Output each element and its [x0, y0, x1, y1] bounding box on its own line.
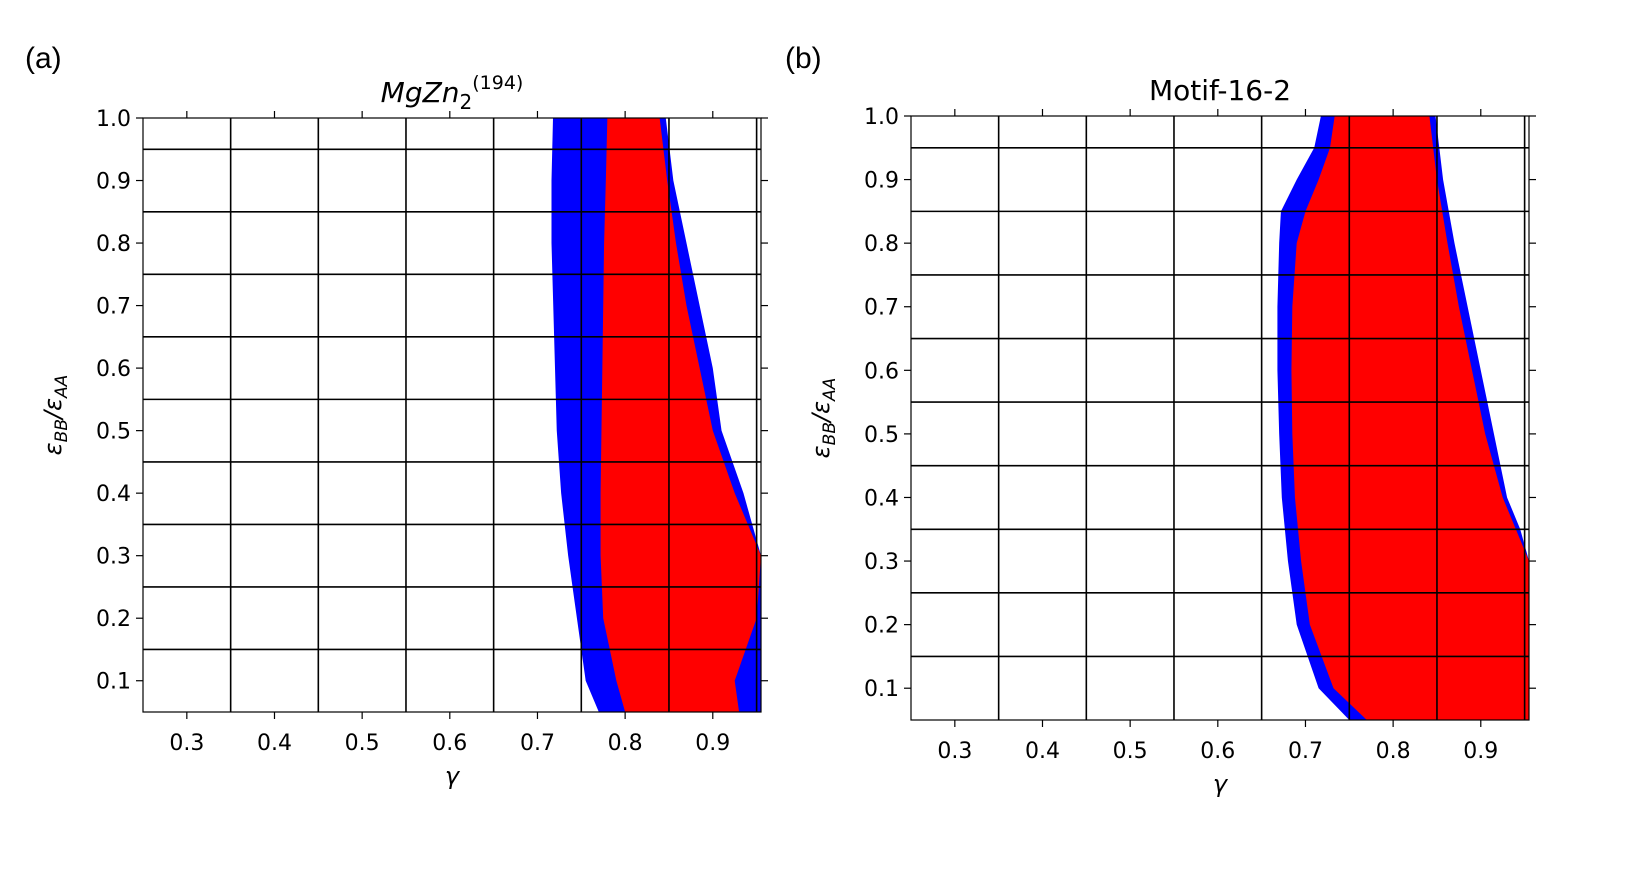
plot-area [143, 118, 761, 712]
x-tick-label: 0.8 [608, 731, 643, 756]
y-tick-label: 0.4 [96, 482, 131, 507]
y-tick-label: 0.4 [864, 486, 899, 511]
y-axis-label: εBB/εAA [39, 375, 72, 456]
x-tick-label: 0.4 [257, 731, 292, 756]
x-tick-label: 0.7 [1288, 739, 1323, 764]
y-tick-label: 0.3 [864, 550, 899, 575]
x-tick-label: 0.3 [937, 739, 972, 764]
plot-frame [910, 115, 1530, 721]
region-red [1291, 116, 1529, 720]
y-tick-label: 0.9 [96, 170, 131, 195]
y-tick-label: 0.7 [864, 296, 899, 321]
y-tick-label: 0.2 [864, 614, 899, 639]
y-tick-label: 0.1 [864, 677, 899, 702]
x-tick-label: 0.6 [432, 731, 467, 756]
y-tick-label: 0.8 [96, 232, 131, 257]
panel-label-b: (b) [785, 42, 822, 75]
x-tick-label: 0.3 [169, 731, 204, 756]
y-tick-label: 0.2 [96, 607, 131, 632]
y-tick-label: 1.0 [96, 107, 131, 132]
x-tick-label: 0.5 [1113, 739, 1148, 764]
y-tick-label: 0.6 [864, 359, 899, 384]
x-tick-label: 0.8 [1376, 739, 1411, 764]
region-red [600, 118, 761, 712]
y-tick-label: 0.5 [96, 420, 131, 445]
plot-area [911, 116, 1529, 720]
x-tick-label: 0.9 [1463, 739, 1498, 764]
chart-title: MgZn2(194) [381, 72, 524, 114]
x-tick-label: 0.6 [1200, 739, 1235, 764]
y-tick-label: 0.6 [96, 357, 131, 382]
x-tick-label: 0.7 [520, 731, 555, 756]
y-tick-label: 0.3 [96, 545, 131, 570]
x-axis-label: γ [445, 762, 461, 790]
x-axis-label: γ [1213, 770, 1229, 798]
x-tick-label: 0.9 [695, 731, 730, 756]
y-axis-label: εBB/εAA [807, 378, 840, 459]
x-tick-label: 0.5 [345, 731, 380, 756]
y-tick-label: 0.5 [864, 423, 899, 448]
chart-title: Motif-16-2 [1149, 74, 1291, 107]
plot-frame [142, 117, 762, 713]
y-tick-label: 1.0 [864, 105, 899, 130]
y-tick-label: 0.8 [864, 232, 899, 257]
y-tick-label: 0.1 [96, 670, 131, 695]
y-tick-label: 0.9 [864, 169, 899, 194]
panel-a: 0.3 0.4 0.5 0.6 0.7 0.8 0.9 0.1 0.2 0.3 0.4 0.5 0.6 0… [39, 72, 768, 790]
panel-label-a: (a) [25, 42, 62, 75]
x-tick-label: 0.4 [1025, 739, 1060, 764]
y-tick-label: 0.7 [96, 295, 131, 320]
panel-b: 0.3 0.4 0.5 0.6 0.7 0.8 0.9 0.1 0.2 0.3 0.4 0.5 0.6 0… [807, 74, 1536, 798]
